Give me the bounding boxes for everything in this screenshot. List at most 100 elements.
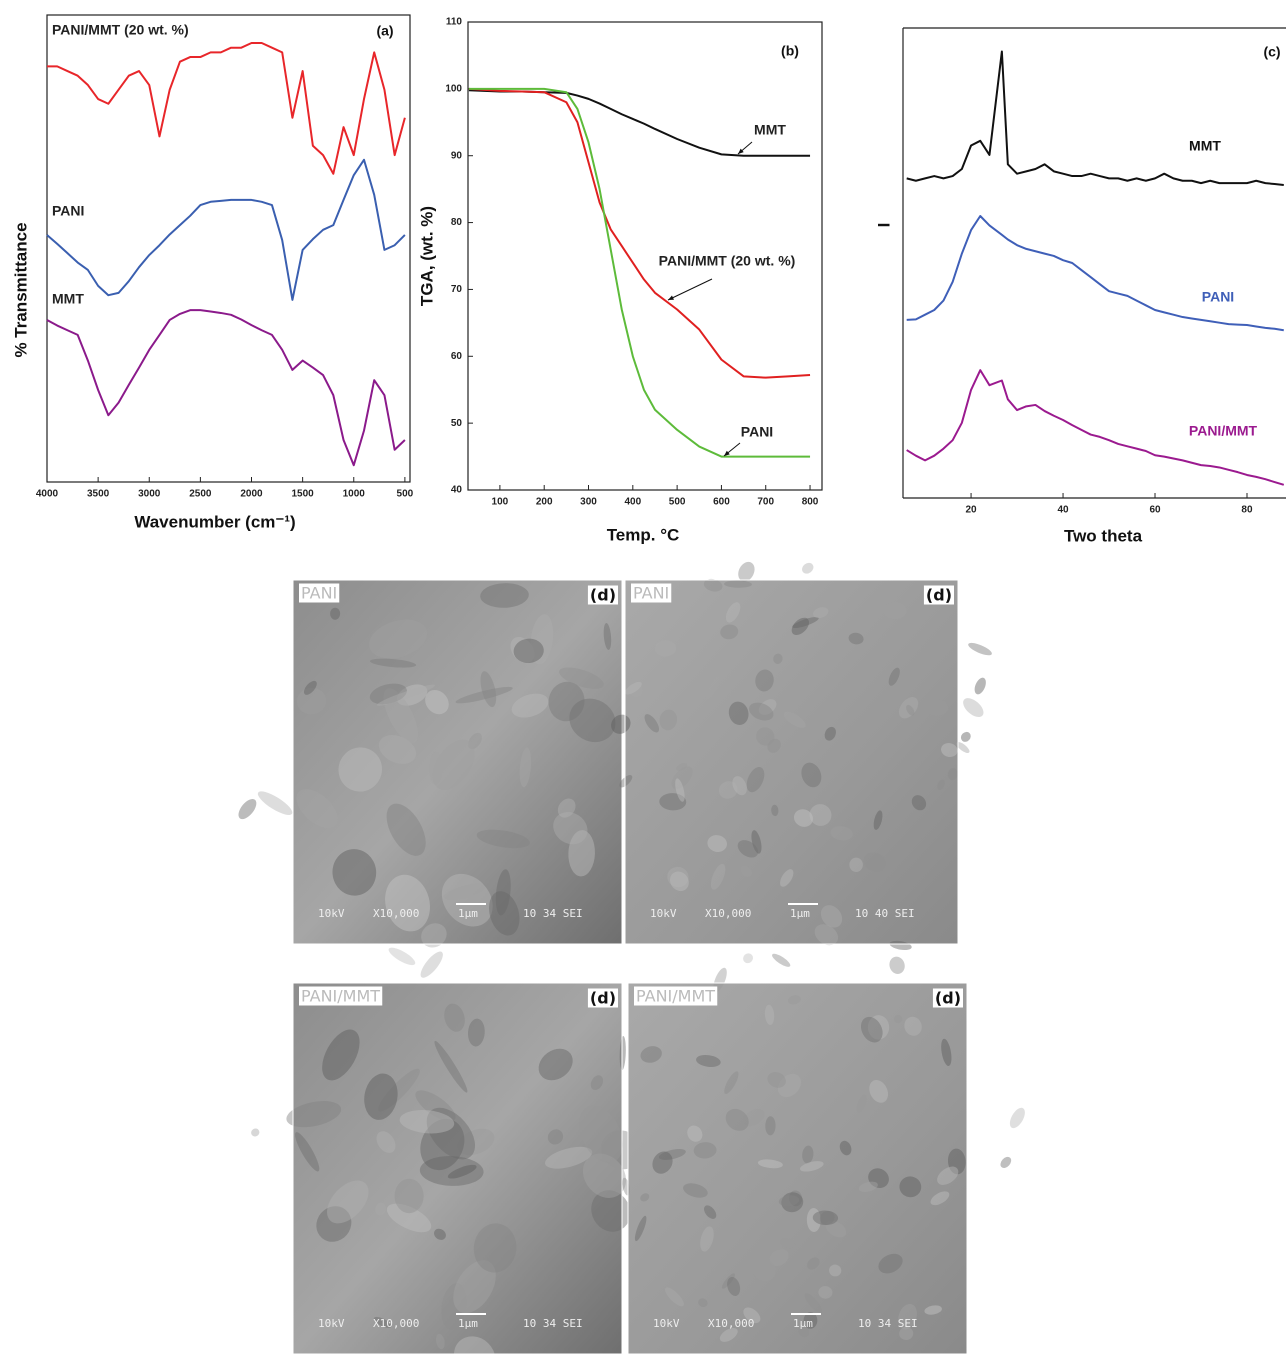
texture: [737, 840, 759, 858]
panel-label: (a): [376, 23, 393, 39]
texture: [453, 1260, 496, 1314]
texture: [296, 789, 338, 829]
series-label: PANI/MMT: [1189, 423, 1258, 439]
texture: [421, 923, 447, 948]
sem-image-frame: [292, 982, 623, 1354]
x-tick-label: 600: [713, 497, 730, 508]
texture: [738, 561, 755, 582]
sem-label: PANI/MMT: [301, 987, 380, 1006]
texture: [457, 1128, 495, 1156]
sem-image: [293, 983, 622, 1354]
texture: [547, 1129, 564, 1145]
texture: [582, 1153, 627, 1198]
texture: [330, 607, 341, 620]
series-line: [468, 89, 811, 157]
texture: [825, 1220, 847, 1238]
x-tick-label: 1500: [292, 489, 315, 500]
texture: [781, 1192, 804, 1213]
arrow-head: [724, 450, 730, 456]
series-label: MMT: [52, 291, 84, 307]
texture: [394, 1178, 424, 1214]
texture: [743, 1307, 761, 1324]
texture: [869, 1079, 889, 1103]
texture: [569, 698, 616, 743]
texture: [654, 640, 677, 657]
texture: [386, 803, 426, 856]
sem-panel-bg: [587, 585, 618, 605]
texture: [839, 1140, 852, 1156]
series-label: PANI: [1202, 289, 1234, 305]
texture: [640, 1193, 650, 1202]
texture: [941, 1038, 952, 1066]
texture: [706, 676, 720, 700]
texture: [296, 687, 327, 715]
x-tick-label: 3500: [87, 489, 110, 500]
texture: [375, 1202, 387, 1216]
x-tick-label: 1000: [343, 489, 366, 500]
series-label: MMT: [1189, 138, 1221, 154]
sem-caption: 10 40 SEI: [855, 907, 915, 920]
x-tick-label: 200: [536, 497, 553, 508]
series-label: PANI/MMT (20 wt. %): [52, 22, 189, 38]
y-tick-label: 60: [451, 351, 463, 362]
texture: [640, 1046, 662, 1063]
texture: [443, 883, 486, 901]
sem-image: [625, 580, 958, 944]
texture: [251, 1128, 260, 1137]
texture: [286, 1101, 342, 1128]
texture: [1000, 1156, 1012, 1168]
texture: [788, 995, 801, 1005]
sem-caption: 10 34 SEI: [523, 907, 583, 920]
texture: [364, 1073, 398, 1120]
texture: [777, 1073, 802, 1098]
series-label: PANI/MMT (20 wt. %): [659, 253, 796, 269]
texture: [819, 1210, 835, 1225]
texture: [710, 863, 726, 890]
texture: [383, 688, 419, 744]
sem-panels: PANI (d) 10kV X10,000 1μm 10 34 SEI PANI (d) 10k…: [238, 561, 1025, 1354]
texture: [960, 731, 971, 742]
texture: [789, 1190, 803, 1207]
texture: [327, 1180, 369, 1224]
sem-caption: 1μm: [458, 1317, 478, 1330]
texture: [590, 1075, 604, 1090]
texture: [758, 699, 777, 715]
texture: [467, 1018, 485, 1047]
texture: [619, 775, 633, 788]
texture: [740, 865, 752, 878]
sem-caption: 1μm: [458, 907, 478, 920]
texture: [659, 793, 687, 811]
texture: [652, 1151, 673, 1174]
panel-label: (c): [1263, 44, 1280, 60]
x-tick-label: 400: [624, 497, 641, 508]
texture: [894, 1015, 903, 1024]
texture: [769, 1249, 789, 1267]
texture: [385, 874, 430, 932]
texture: [802, 1145, 814, 1164]
series-line: [906, 50, 1284, 186]
texture: [434, 1228, 446, 1240]
texture: [295, 1132, 320, 1172]
texture: [814, 924, 839, 946]
texture: [732, 776, 747, 796]
y-tick-label: 90: [451, 150, 463, 161]
sem-label-bg: [299, 583, 340, 603]
sem-caption: X10,000: [373, 1317, 419, 1330]
texture: [824, 726, 837, 741]
texture: [511, 693, 549, 718]
x-tick-label: 800: [802, 497, 819, 508]
panel-label: (b): [781, 43, 799, 59]
texture: [898, 1303, 917, 1330]
texture: [780, 869, 794, 887]
texture: [848, 632, 864, 645]
texture: [898, 697, 919, 719]
texture: [378, 735, 417, 764]
series-label: PANI: [52, 203, 84, 219]
sem-image: [628, 983, 967, 1354]
series-line: [906, 369, 1285, 486]
texture: [804, 1293, 823, 1314]
texture: [713, 967, 727, 993]
sem-caption: 10kV: [653, 1317, 680, 1330]
texture: [444, 1003, 465, 1032]
texture: [303, 680, 317, 695]
